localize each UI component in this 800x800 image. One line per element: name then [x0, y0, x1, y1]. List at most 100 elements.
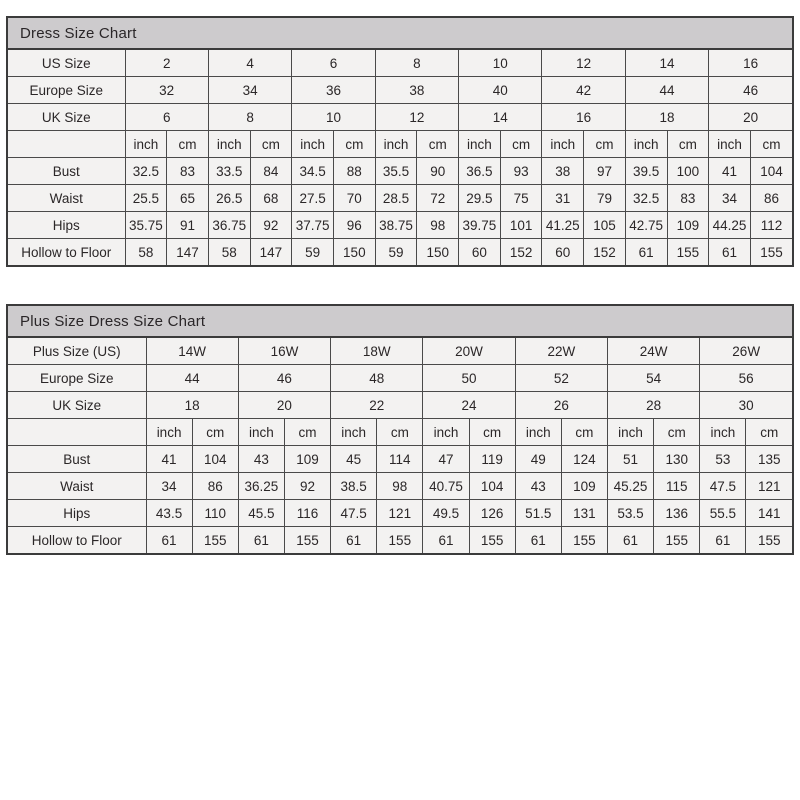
size-value-cell: 32 — [124, 76, 209, 104]
measurement-value-cell: 41 — [145, 445, 193, 473]
measurement-value-cell: 83 — [166, 157, 209, 185]
measurement-label: Bust — [8, 445, 147, 473]
measurement-value-cell: 45.25 — [606, 472, 655, 500]
measurement-value-cell: 29.5 — [458, 184, 501, 212]
measurement-value-cell: 114 — [376, 445, 424, 473]
measurement-value-cell: 110 — [191, 499, 239, 527]
unit-header-cell: inch — [514, 418, 562, 446]
measurement-value-cell: 38 — [541, 157, 585, 185]
unit-header-cell: inch — [422, 418, 470, 446]
size-value-cell: 38 — [374, 76, 460, 104]
measurement-value-cell: 38.5 — [330, 472, 378, 500]
size-value-cell: 40 — [458, 76, 543, 104]
unit-header-cell: cm — [560, 418, 608, 446]
measurement-value-cell: 58 — [124, 238, 168, 265]
unit-header-cell: cm — [749, 130, 793, 158]
table-row: Hips 35.75 91 36.75 92 37.75 96 38.75 98 39.75 101… — [8, 211, 793, 239]
measurement-label: Hips — [8, 211, 126, 239]
size-value-cell: 14 — [624, 50, 710, 77]
measurement-value-cell: 34 — [708, 184, 751, 212]
measurement-value-cell: 98 — [376, 472, 424, 500]
dress-size-table: US Size 2 4 6 8 10 12 14 16 Europe Size 32 34 36 38 40… — [8, 50, 793, 265]
measurement-value-cell: 155 — [283, 526, 332, 553]
unit-header-cell: cm — [249, 130, 293, 158]
unit-header-cell: cm — [583, 130, 626, 158]
measurement-label: Bust — [8, 157, 126, 185]
measurement-value-cell: 131 — [560, 499, 608, 527]
measurement-label: Hollow to Floor — [8, 238, 126, 265]
measurement-value-cell: 155 — [376, 526, 424, 553]
unit-header-cell: cm — [468, 418, 516, 446]
measurement-value-cell: 43 — [237, 445, 285, 473]
measurement-label: Waist — [8, 184, 126, 212]
measurement-value-cell: 41.25 — [541, 211, 585, 239]
measurement-value-cell: 25.5 — [124, 184, 168, 212]
measurement-value-cell: 116 — [283, 499, 332, 527]
measurement-value-cell: 86 — [749, 184, 793, 212]
table-row: Waist 25.5 65 26.5 68 27.5 70 28.5 72 29.5 75 31 79 3… — [8, 184, 793, 212]
measurement-value-cell: 75 — [499, 184, 543, 212]
measurement-value-cell: 90 — [416, 157, 460, 185]
dress-size-chart-block: Dress Size Chart US Size 2 4 6 8 10 12 14 16 Euro… — [6, 16, 794, 267]
measurement-value-cell: 84 — [249, 157, 293, 185]
measurement-value-cell: 33.5 — [207, 157, 251, 185]
measurement-value-cell: 150 — [332, 238, 376, 265]
size-value-cell: 14 — [458, 103, 543, 131]
measurement-value-cell: 112 — [749, 211, 793, 239]
measurement-value-cell: 61 — [606, 526, 655, 553]
measurement-value-cell: 68 — [249, 184, 293, 212]
row-label: UK Size — [8, 103, 126, 131]
size-value-cell: 6 — [291, 50, 376, 77]
measurement-value-cell: 70 — [332, 184, 376, 212]
size-value-cell: 42 — [541, 76, 626, 104]
measurement-value-cell: 59 — [374, 238, 418, 265]
measurement-value-cell: 83 — [666, 184, 710, 212]
measurement-value-cell: 43 — [514, 472, 562, 500]
plus-size-dress-size-chart-block: Plus Size Dress Size Chart Plus Size (US… — [6, 304, 794, 555]
unit-header-cell: inch — [207, 130, 251, 158]
measurement-value-cell: 32.5 — [624, 184, 668, 212]
unit-header-cell: inch — [374, 130, 418, 158]
size-value-cell: 26W — [699, 338, 793, 365]
measurement-value-cell: 61 — [699, 526, 747, 553]
unit-header-cell: cm — [376, 418, 424, 446]
size-value-cell: 54 — [606, 364, 701, 392]
measurement-value-cell: 44.25 — [708, 211, 751, 239]
unit-header-row: inch cm inch cm inch cm inch cm inch cm inch cm inch… — [8, 418, 793, 446]
unit-header-cell: cm — [332, 130, 376, 158]
measurement-value-cell: 61 — [624, 238, 668, 265]
size-value-cell: 44 — [145, 364, 239, 392]
unit-header-cell: inch — [145, 418, 193, 446]
row-label: Europe Size — [8, 76, 126, 104]
size-value-cell: 50 — [422, 364, 516, 392]
measurement-value-cell: 26.5 — [207, 184, 251, 212]
measurement-value-cell: 36.5 — [458, 157, 501, 185]
measurement-value-cell: 124 — [560, 445, 608, 473]
measurement-value-cell: 35.5 — [374, 157, 418, 185]
size-value-cell: 10 — [458, 50, 543, 77]
table-row: Bust 41 104 43 109 45 114 47 119 49 124 51 130 53 135 — [8, 445, 793, 473]
measurement-value-cell: 55.5 — [699, 499, 747, 527]
measurement-value-cell: 72 — [416, 184, 460, 212]
measurement-value-cell: 155 — [191, 526, 239, 553]
measurement-value-cell: 42.75 — [624, 211, 668, 239]
measurement-value-cell: 53 — [699, 445, 747, 473]
measurement-value-cell: 41 — [708, 157, 751, 185]
measurement-value-cell: 155 — [653, 526, 701, 553]
unit-header-cell: cm — [499, 130, 543, 158]
measurement-value-cell: 34.5 — [291, 157, 334, 185]
size-value-cell: 12 — [374, 103, 460, 131]
unit-header-cell: cm — [416, 130, 460, 158]
measurement-value-cell: 121 — [376, 499, 424, 527]
unit-header-cell: cm — [745, 418, 793, 446]
plus-size-dress-size-table: Plus Size (US) 14W 16W 18W 20W 22W 24W 26W Europ… — [8, 338, 793, 553]
measurement-value-cell: 100 — [666, 157, 710, 185]
empty-label-cell — [8, 418, 147, 446]
measurement-value-cell: 36.25 — [237, 472, 285, 500]
size-value-cell: 8 — [374, 50, 460, 77]
measurement-value-cell: 51 — [606, 445, 655, 473]
measurement-value-cell: 147 — [166, 238, 209, 265]
size-value-cell: 18W — [330, 338, 424, 365]
table-row: Bust 32.5 83 33.5 84 34.5 88 35.5 90 36.5 93 38 97 39… — [8, 157, 793, 185]
measurement-value-cell: 43.5 — [145, 499, 193, 527]
